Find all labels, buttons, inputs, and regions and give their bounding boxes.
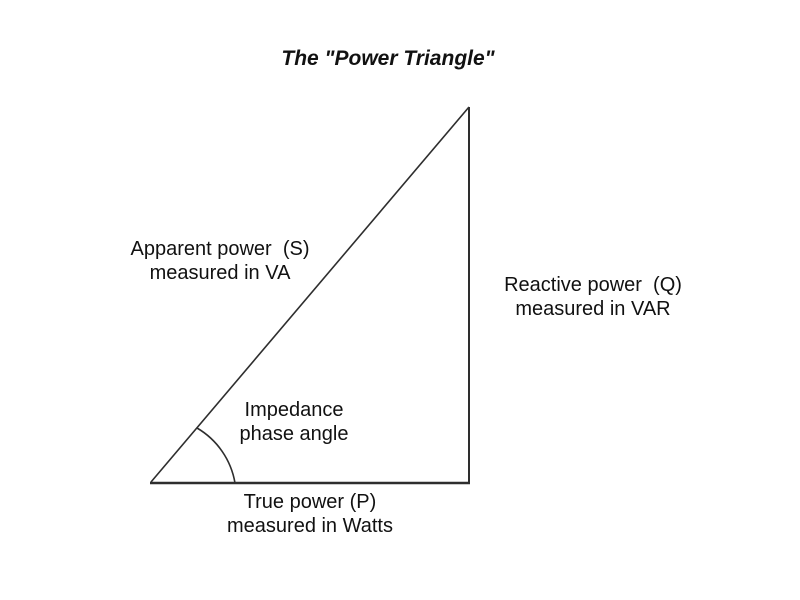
apparent-power-line1: Apparent power (S) <box>130 238 310 260</box>
apparent-power-line2: measured in VA <box>149 262 291 284</box>
reactive-power-line1: Reactive power (Q) <box>504 274 682 296</box>
label-true-power: True power (P) measured in Watts <box>190 490 430 538</box>
phase-angle-arc <box>196 427 236 484</box>
label-apparent-power: Apparent power (S) measured in VA <box>100 237 340 285</box>
label-impedance-phase-angle: Impedance phase angle <box>174 398 414 446</box>
reactive-power-line2: measured in VAR <box>515 298 671 320</box>
hypotenuse-apparent-power-line <box>150 106 470 483</box>
diagram-title: The "Power Triangle" <box>281 47 495 70</box>
label-reactive-power: Reactive power (Q) measured in VAR <box>473 273 713 321</box>
phase-angle-line1: Impedance <box>244 399 344 421</box>
phase-angle-line2: phase angle <box>239 423 349 445</box>
true-power-line2: measured in Watts <box>227 515 393 537</box>
true-power-line1: True power (P) <box>243 491 377 513</box>
